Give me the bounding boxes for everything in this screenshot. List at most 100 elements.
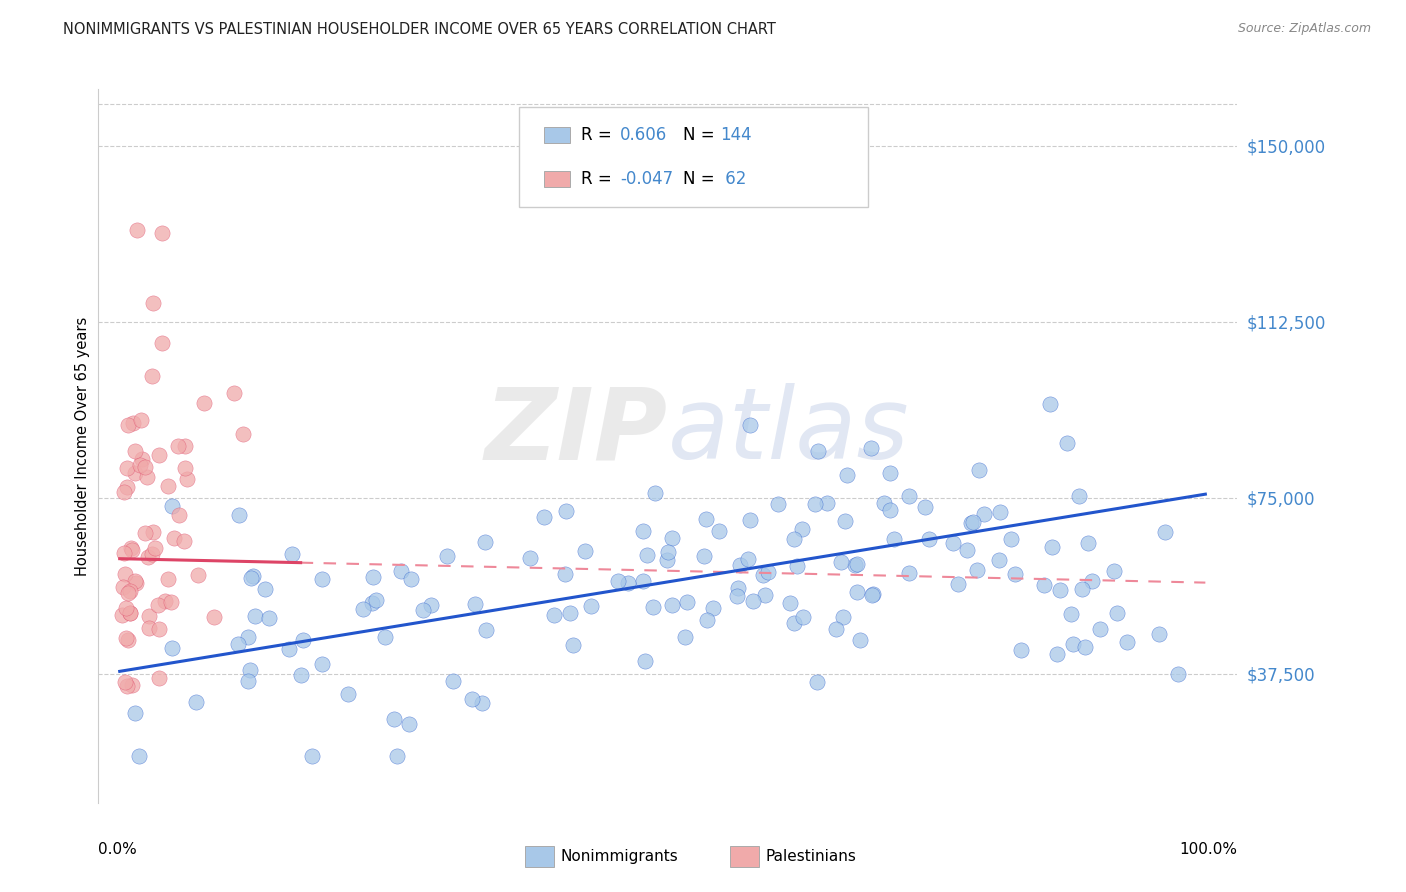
Point	[142, 524, 165, 539]
Point	[121, 416, 143, 430]
Point	[117, 632, 139, 647]
Point	[160, 640, 183, 655]
Point	[756, 566, 779, 580]
Point	[1045, 647, 1067, 661]
Point	[969, 463, 991, 477]
Point	[962, 515, 984, 529]
Point	[134, 460, 156, 475]
Bar	[526, 846, 554, 867]
Point	[1074, 640, 1097, 654]
Point	[844, 558, 866, 573]
Point	[883, 533, 905, 547]
Point	[738, 513, 761, 527]
Point	[792, 610, 814, 624]
Text: -0.047: -0.047	[620, 169, 673, 187]
Text: Palestinians: Palestinians	[766, 849, 856, 863]
Point	[136, 470, 159, 484]
Point	[474, 534, 496, 549]
Point	[115, 480, 138, 494]
Point	[948, 577, 970, 591]
Point	[173, 533, 195, 548]
Point	[835, 467, 858, 482]
Point	[232, 427, 254, 442]
Point	[727, 582, 749, 596]
Point	[464, 597, 486, 611]
Point	[966, 562, 988, 576]
Point	[631, 574, 654, 588]
Point	[786, 558, 808, 573]
Point	[725, 589, 748, 603]
Point	[138, 621, 160, 635]
Point	[112, 581, 135, 595]
Point	[148, 671, 170, 685]
Point	[742, 594, 765, 608]
Text: 0.0%: 0.0%	[98, 842, 138, 857]
Point	[128, 748, 150, 763]
Point	[830, 556, 852, 570]
Point	[955, 543, 977, 558]
Point	[973, 508, 995, 522]
Point	[224, 386, 246, 401]
Point	[914, 500, 936, 514]
Point	[228, 508, 250, 522]
Point	[167, 439, 190, 453]
Point	[118, 584, 141, 599]
Point	[124, 706, 146, 720]
Point	[1049, 583, 1071, 598]
Point	[1040, 540, 1063, 554]
Point	[311, 657, 333, 672]
Point	[152, 336, 174, 351]
Point	[657, 545, 679, 559]
Point	[1010, 643, 1032, 657]
Point	[846, 558, 869, 572]
Point	[156, 478, 179, 492]
Point	[815, 495, 838, 509]
Text: Nonimmigrants: Nonimmigrants	[561, 849, 679, 863]
Point	[1033, 577, 1056, 591]
Point	[278, 641, 301, 656]
Point	[134, 525, 156, 540]
Point	[142, 295, 165, 310]
Point	[879, 466, 901, 480]
Point	[193, 396, 215, 410]
Point	[141, 369, 163, 384]
Text: 0.606: 0.606	[620, 126, 668, 144]
Point	[673, 630, 696, 644]
Point	[441, 674, 464, 689]
Point	[1056, 436, 1078, 450]
Point	[1147, 626, 1170, 640]
Point	[693, 549, 716, 563]
Text: R =: R =	[581, 169, 617, 187]
Text: 100.0%: 100.0%	[1180, 842, 1237, 857]
Point	[236, 630, 259, 644]
Point	[226, 637, 249, 651]
Point	[117, 586, 139, 600]
Point	[1105, 606, 1128, 620]
Point	[634, 654, 657, 668]
Point	[661, 531, 683, 545]
Point	[579, 599, 602, 613]
Point	[399, 572, 422, 586]
Point	[243, 609, 266, 624]
Text: N =: N =	[683, 169, 720, 187]
Point	[782, 532, 804, 546]
Point	[117, 417, 139, 432]
Point	[143, 541, 166, 555]
Point	[112, 485, 135, 500]
Point	[562, 638, 585, 652]
Point	[240, 571, 263, 585]
Point	[675, 595, 697, 609]
Point	[173, 439, 195, 453]
Point	[1039, 397, 1062, 411]
Point	[301, 748, 323, 763]
Point	[374, 631, 396, 645]
Point	[124, 444, 146, 458]
Point	[111, 608, 134, 623]
Point	[644, 485, 666, 500]
Point	[148, 599, 170, 613]
Point	[1167, 667, 1189, 681]
Point	[555, 504, 578, 518]
Point	[560, 606, 582, 620]
Point	[129, 413, 152, 427]
Point	[361, 596, 384, 610]
